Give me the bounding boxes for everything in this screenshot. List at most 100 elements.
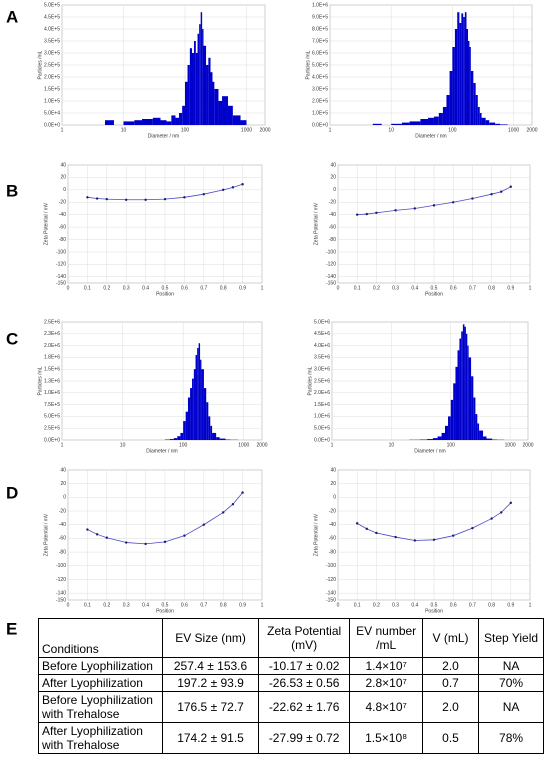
histogram-bar: [210, 425, 213, 440]
y-axis-label: Zeta Potential / mV: [313, 202, 319, 245]
table-cell: 1.5×10⁸: [349, 722, 423, 754]
x-tick-label: 0: [337, 285, 340, 291]
data-point: [222, 188, 225, 192]
data-point: [432, 538, 436, 541]
y-tick-label: -100: [56, 563, 66, 569]
x-tick-label: 1000: [508, 127, 519, 133]
data-point: [163, 197, 167, 201]
histogram-bar: [160, 120, 167, 125]
y-tick-label: 40: [60, 467, 66, 473]
y-tick-label: 3.0E+5: [44, 50, 60, 56]
data-point: [183, 196, 186, 199]
y-tick-label: 2.0E+6: [314, 390, 330, 396]
y-tick-label: -40: [329, 522, 336, 528]
histogram-bar: [486, 438, 493, 440]
y-tick-label: 2.5E+6: [314, 378, 330, 384]
histogram-bar: [500, 124, 508, 125]
table-cell: 70%: [478, 674, 544, 692]
x-tick-label: 1: [261, 285, 264, 291]
x-tick-label: 0.5: [162, 285, 169, 291]
panel-label: C: [6, 329, 18, 348]
histogram-bar: [465, 333, 468, 440]
histogram-bar: [104, 120, 114, 125]
x-tick-label: 0.2: [103, 285, 110, 291]
histogram-bar: [477, 423, 480, 440]
y-tick-label: 5.0E+5: [312, 62, 328, 68]
x-tick-label: 0.6: [450, 285, 457, 291]
x-tick-label: 0.9: [239, 602, 246, 608]
data-point: [490, 517, 493, 520]
x-tick-label: 0.5: [431, 602, 438, 608]
x-tick-label: 0.4: [411, 602, 418, 608]
x-tick-label: 10: [121, 127, 127, 133]
header-cell: EV number /mL: [349, 618, 423, 658]
histogram-bar: [470, 71, 474, 125]
histogram-bar: [182, 105, 185, 125]
y-tick-label: 4.5E+5: [44, 14, 60, 20]
y-tick-label: -20: [329, 200, 336, 206]
x-axis-label: Position: [156, 608, 174, 614]
data-point: [471, 526, 474, 530]
x-tick-label: 0.8: [488, 285, 495, 291]
y-axis-label: Zeta Potential / mV: [313, 513, 319, 556]
histogram-bar: [442, 107, 447, 125]
histogram-bar: [232, 115, 241, 125]
histogram-bar: [152, 117, 161, 125]
y-tick-label: -120: [56, 262, 66, 268]
table-cell: After Lyophilization: [37, 674, 164, 692]
x-tick-label: 2000: [526, 127, 537, 133]
x-tick-label: 0.4: [411, 285, 418, 291]
y-tick-label: 3.5E+6: [314, 355, 330, 361]
histogram-bar: [190, 388, 193, 440]
table-cell: NA: [478, 657, 544, 675]
data-point: [394, 209, 397, 212]
histogram-bar: [218, 101, 223, 125]
data-point: [86, 196, 89, 199]
x-tick-label: 0.3: [392, 285, 399, 291]
data-point: [365, 527, 368, 531]
histogram-bar: [212, 81, 215, 125]
x-tick-label: 1000: [241, 127, 252, 133]
data-point: [490, 192, 493, 196]
histogram-bar: [206, 65, 209, 125]
data-point: [452, 534, 455, 537]
y-tick-label: 2.0E+5: [312, 98, 328, 104]
data-point: [509, 185, 512, 188]
y-tick-label: -60: [59, 224, 66, 230]
histogram-bar: [203, 388, 207, 440]
table-cell: NA: [478, 691, 544, 723]
y-axis-label: Particles /mL: [37, 366, 43, 395]
table-cell: After Lyophilization with Trehalose: [37, 722, 164, 754]
y-tick-label: 6.0E+5: [312, 50, 328, 56]
histogram-bar: [173, 438, 178, 440]
y-tick-label: 40: [330, 162, 336, 168]
table-cell: 1.4×10⁷: [349, 657, 423, 675]
y-tick-label: -120: [56, 577, 66, 583]
histogram-bar: [471, 376, 474, 440]
table-row: After Lyophilization 197.2 ± 93.9 -26.53 ±…: [37, 674, 544, 692]
y-tick-label: -80: [329, 549, 336, 555]
y-tick-label: 3.5E+5: [44, 38, 60, 44]
y-tick-label: 5.0E+5: [314, 426, 330, 432]
histogram-bar: [420, 119, 429, 125]
x-tick-label: 0.4: [142, 285, 149, 291]
x-tick-label: 0.1: [354, 602, 361, 608]
y-tick-label: 2.5E+5: [44, 426, 60, 432]
y-tick-label: 0.0E+0: [312, 122, 328, 128]
y-tick-label: -140: [326, 274, 336, 280]
histogram-bar: [372, 123, 382, 125]
histogram-bar: [461, 13, 464, 125]
x-tick-label: 100: [181, 127, 190, 133]
y-tick-label: -20: [59, 508, 66, 514]
y-tick-label: 40: [60, 162, 66, 168]
histogram-bar: [495, 123, 501, 125]
table-cell: 197.2 ± 93.9: [162, 674, 259, 692]
y-tick-label: 2.0E+5: [44, 74, 60, 80]
histogram-bar: [432, 438, 438, 440]
x-tick-label: 1: [331, 442, 334, 448]
x-axis-label: Position: [156, 291, 174, 297]
data-point: [231, 503, 235, 506]
y-tick-label: 20: [60, 175, 66, 181]
histogram-bar: [461, 331, 463, 440]
data-point: [125, 198, 128, 201]
